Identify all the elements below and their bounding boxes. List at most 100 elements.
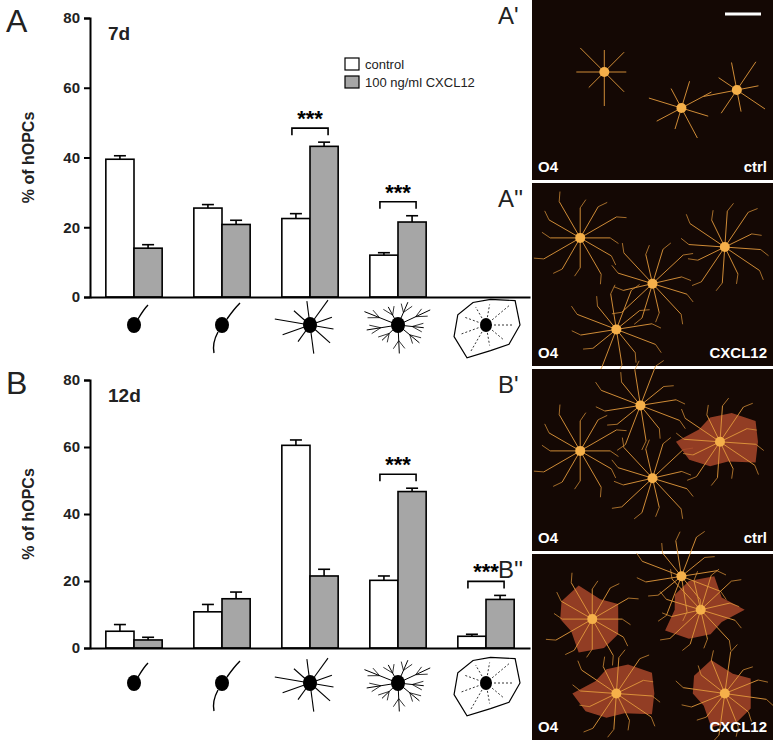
icon-process (401, 304, 403, 313)
micrograph-process (670, 610, 701, 639)
y-tick-mark (84, 227, 90, 229)
icon-process (387, 333, 389, 342)
panel-label: B (6, 365, 27, 401)
micrograph-process (676, 541, 682, 577)
legend-label: 100 ng/ml CXCL12 (365, 75, 475, 90)
micrograph-process (681, 576, 687, 612)
bar (222, 224, 250, 297)
panel-label: A (6, 3, 28, 39)
error-bar (494, 595, 506, 599)
micrograph-branch (580, 200, 586, 208)
micrograph-process (725, 247, 761, 250)
micrograph-branch (676, 532, 680, 541)
y-axis-title: % of hOPCs (20, 468, 37, 560)
micrograph-branch (534, 258, 544, 260)
micrograph-branch (571, 573, 573, 583)
error-bar (114, 625, 126, 632)
y-tick: 0 (72, 288, 90, 305)
category-icon (364, 302, 430, 353)
condition-label: ctrl (744, 158, 767, 175)
micrograph-branch (579, 705, 589, 706)
category-icon (454, 657, 520, 716)
error-cap (142, 636, 154, 638)
bar (310, 576, 338, 648)
y-tick-mark (84, 514, 90, 516)
micrograph-branch (614, 287, 623, 291)
micrograph-cell (703, 62, 765, 113)
micrograph-cell (660, 569, 745, 650)
y-tick: 0 (72, 639, 90, 656)
micrograph-process (725, 680, 758, 693)
micrograph-branch (661, 543, 663, 553)
micrograph-branch (610, 238, 618, 244)
micrograph-process (691, 694, 724, 707)
bar (486, 599, 514, 648)
error-bar (406, 216, 418, 222)
micrograph-branch (592, 581, 598, 589)
bar (134, 640, 162, 648)
micrograph-branch (700, 600, 702, 610)
micrograph-branch (620, 372, 622, 382)
icon-soma (480, 676, 492, 690)
micrograph-process (720, 442, 756, 445)
error-whisker (207, 604, 209, 611)
micrograph-cell (676, 398, 764, 486)
micrograph-background (532, 554, 773, 740)
micrograph-branch (652, 696, 660, 702)
error-whisker (323, 569, 325, 576)
micrograph-branch (610, 584, 619, 588)
micrograph-process (616, 658, 619, 694)
micrograph-branch (660, 638, 670, 639)
micrograph-branch (712, 210, 713, 220)
icon-process (410, 335, 421, 338)
bar (458, 636, 486, 648)
micrograph-branch (598, 202, 607, 206)
bar (370, 580, 398, 648)
micrograph-soma (715, 437, 725, 447)
micrograph-branch (596, 296, 598, 306)
micrograph-process (646, 576, 682, 582)
micrograph-branch (681, 314, 682, 324)
icon-process (369, 325, 380, 328)
y-tick-mark (84, 157, 90, 159)
legend-swatch (345, 58, 359, 70)
error-cap (378, 252, 390, 254)
bar (222, 599, 250, 648)
error-cap (406, 487, 418, 489)
micrograph-branch (755, 465, 759, 474)
micrograph-process (653, 450, 684, 479)
category-icon (275, 300, 334, 354)
micrograph-process (690, 224, 725, 247)
error-bar (318, 142, 330, 146)
y-tick: 40 (63, 149, 90, 166)
bar (194, 208, 222, 297)
micrograph-process (725, 211, 728, 247)
micrograph-process (580, 451, 611, 469)
y-axis-line (84, 19, 91, 298)
icon-process (393, 306, 394, 315)
membrane-sheet (676, 413, 758, 466)
micrograph-process (611, 294, 617, 330)
icon-process (410, 335, 413, 344)
micrograph-branch (553, 482, 562, 486)
x-axis (91, 297, 531, 299)
micrograph-soma (720, 689, 730, 699)
chart-panel: 020406080% of hOPCsA7d******control100 n… (6, 3, 531, 358)
significance-label: *** (385, 180, 411, 205)
micrograph-branch (652, 324, 661, 328)
micrograph-cell (576, 48, 626, 106)
error-cap (406, 215, 418, 217)
micrograph-branch (640, 655, 649, 659)
micrograph-branch (596, 382, 602, 390)
micrograph-branch (559, 192, 561, 202)
panel-label: A'' (498, 185, 523, 212)
icon-process (368, 675, 380, 676)
micrograph-process (580, 207, 598, 238)
micrograph-branch (676, 400, 685, 404)
micrograph-process (681, 576, 720, 591)
micrograph-process (737, 62, 756, 90)
micrograph-process (581, 329, 617, 335)
micrograph-branch (694, 571, 698, 580)
micrograph-soma (732, 85, 742, 95)
error-bar (378, 253, 390, 255)
